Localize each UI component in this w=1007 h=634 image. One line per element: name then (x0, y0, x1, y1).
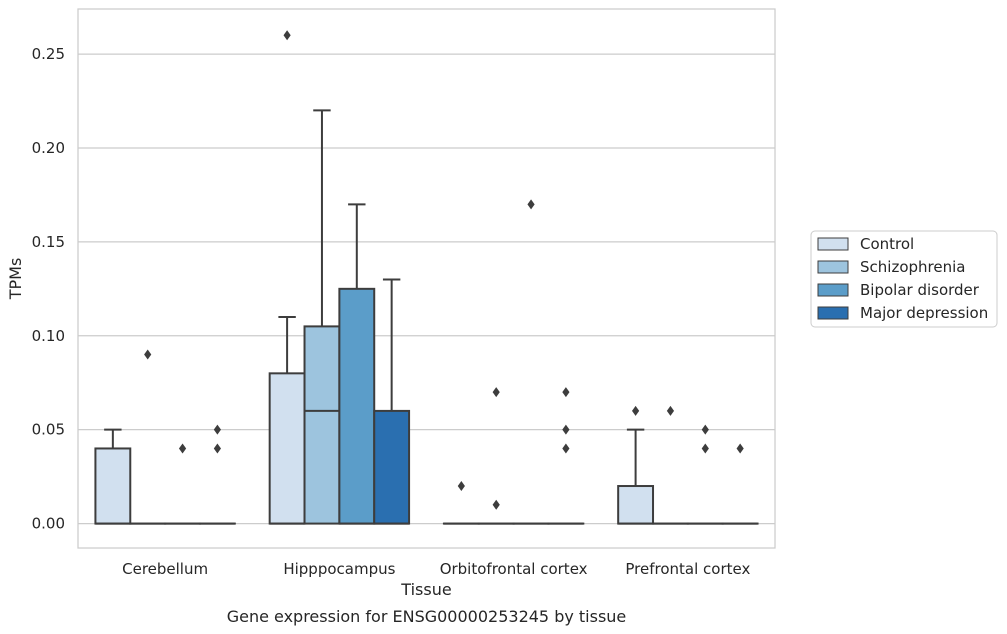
box-2-3 (547, 387, 585, 525)
y-tick-label: 0.20 (32, 139, 65, 157)
x-tick-label: Orbitofrontal cortex (440, 560, 588, 578)
box-1-0 (268, 30, 306, 525)
box (617, 485, 655, 525)
y-axis-label: TPMs (6, 258, 25, 301)
outlier-point (213, 424, 221, 435)
outlier-point (562, 443, 570, 454)
boxes (94, 30, 759, 525)
x-tick-label: Prefrontal cortex (625, 560, 750, 578)
outlier-point (562, 387, 570, 398)
box-2-1 (477, 387, 515, 525)
legend-label: Major depression (860, 304, 988, 322)
box-0-2 (164, 443, 201, 525)
legend-label: Control (860, 235, 914, 253)
x-tick-label: Hipppocampus (283, 560, 395, 578)
box (94, 447, 132, 525)
outlier-point (701, 424, 709, 435)
x-tick-label: Cerebellum (122, 560, 208, 578)
legend-swatch (817, 237, 849, 251)
legend-label: Bipolar disorder (860, 281, 980, 299)
box-0-3 (198, 424, 236, 525)
legend-swatch (817, 283, 849, 297)
outlier-point (492, 387, 500, 398)
outlier-point (736, 443, 744, 454)
legend-frame (810, 230, 998, 328)
legend-swatch (817, 260, 849, 274)
box-3-1 (652, 405, 689, 525)
outlier-point (283, 30, 291, 41)
outlier-point (492, 499, 500, 510)
box-1-3 (373, 278, 411, 525)
legend-label: Schizophrenia (860, 258, 965, 276)
y-tick-labels: 0.00 0.05 0.10 0.15 0.20 0.25 (32, 45, 65, 533)
box (373, 409, 411, 525)
outlier-point (457, 481, 465, 492)
outlier-point (178, 443, 187, 454)
box-3-2 (686, 424, 724, 525)
y-tick-label: 0.05 (32, 421, 65, 439)
legend-swatch (817, 306, 849, 320)
y-tick-label: 0.15 (32, 233, 65, 251)
box-3-0 (617, 405, 655, 525)
x-axis-label: Tissue (400, 580, 451, 599)
box-2-2 (512, 199, 550, 525)
box (303, 325, 341, 525)
outlier-point (701, 443, 709, 454)
y-tick-label: 0.00 (32, 515, 65, 533)
box (268, 372, 306, 525)
outlier-point (144, 349, 152, 360)
box-0-0 (94, 428, 132, 525)
plot-area-frame (77, 8, 776, 549)
y-tick-label: 0.25 (32, 45, 65, 63)
outlier-point (527, 199, 535, 210)
box-1-2 (338, 203, 376, 525)
chart-caption: Gene expression for ENSG00000253245 by t… (227, 607, 627, 626)
box-2-0 (442, 481, 480, 525)
box (338, 287, 376, 525)
outlier-point (666, 405, 675, 416)
y-tick-label: 0.10 (32, 327, 65, 345)
box-1-1 (303, 109, 341, 525)
x-tick-labels: Cerebellum Hipppocampus Orbitofrontal cort… (122, 560, 750, 578)
outlier-point (213, 443, 221, 454)
outlier-point (632, 405, 640, 416)
box-0-1 (129, 349, 167, 525)
outlier-point (562, 424, 570, 435)
box-3-3 (721, 443, 759, 525)
legend: Control Schizophrenia Bipolar disorder Majo… (810, 230, 998, 328)
